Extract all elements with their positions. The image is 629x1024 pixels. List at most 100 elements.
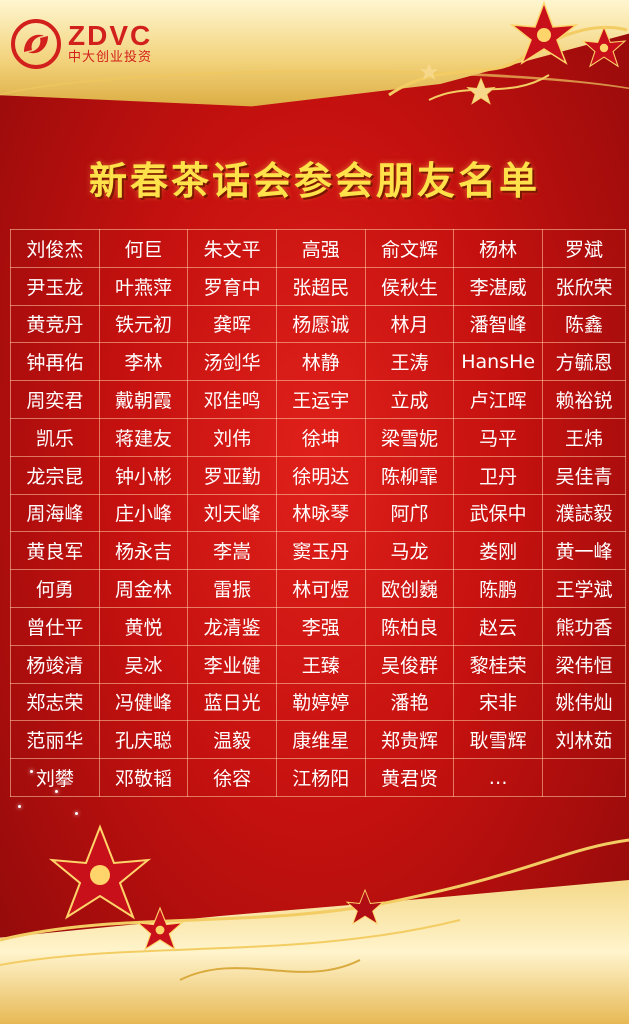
table-row: 刘俊杰 何巨 朱文平 高强 俞文辉 杨林 罗斌 (10, 229, 626, 268)
attendee-name-cell: 朱文平 (187, 229, 277, 268)
attendee-name-cell: 梁雪妮 (364, 417, 455, 457)
attendee-name-cell: … (453, 758, 543, 797)
attendee-name-cell: 龚晖 (187, 304, 277, 344)
attendee-name-cell: 陈柏良 (364, 606, 455, 646)
attendee-name-cell: 杨竣清 (10, 644, 100, 684)
attendee-name-cell: 黄君贤 (364, 758, 455, 797)
top-gold-swoosh (0, 70, 629, 143)
attendee-name-cell: 周海峰 (10, 493, 100, 533)
attendee-name-cell: 黄悦 (98, 606, 189, 646)
table-row: 何勇 周金林 雷振 林可煜 欧创巍 陈鹏 王学斌 (10, 569, 626, 608)
attendee-name-cell (542, 758, 626, 797)
attendee-name-cell: 龙清鉴 (187, 606, 277, 646)
attendee-name-cell: 林咏琴 (275, 493, 366, 533)
page-title: 新春茶话会参会朋友名单 (88, 159, 540, 203)
attendee-name-cell: 王运宇 (275, 380, 366, 419)
attendee-name-cell: 吴冰 (98, 644, 189, 684)
attendee-name-cell: 凯乐 (10, 417, 100, 457)
attendee-name-cell: 陈鹏 (453, 569, 543, 608)
attendee-name-cell: 卢江晖 (453, 380, 543, 419)
table-row: 尹玉龙 叶燕萍 罗育中 张超民 侯秋生 李湛威 张欣荣 (10, 266, 626, 306)
attendee-name-cell: 罗亚勤 (187, 455, 277, 495)
attendee-name-cell: 温毅 (187, 720, 277, 760)
attendee-name-cell: 徐明达 (275, 455, 366, 495)
attendee-name-cell: 勒婷婷 (275, 682, 366, 722)
attendee-name-cell: 刘天峰 (187, 493, 277, 533)
attendee-name-cell: 龙宗昆 (10, 455, 100, 495)
attendee-name-cell: 耿雪辉 (453, 720, 543, 760)
table-row: 刘攀 邓敬韬 徐容 江杨阳 黄君贤… (10, 758, 626, 797)
attendee-name-cell: 马平 (453, 417, 543, 457)
attendee-name-cell: 侯秋生 (364, 266, 455, 306)
attendee-name-cell: 刘伟 (187, 417, 277, 457)
attendee-name-cell: 黄竞丹 (10, 304, 100, 344)
attendee-name-cell: 梁伟恒 (542, 644, 626, 684)
attendee-name-cell: 林可煜 (275, 569, 366, 608)
attendee-name-cell: 徐坤 (275, 417, 366, 457)
attendee-name-cell: 林静 (275, 342, 366, 382)
attendee-name-cell: 王炜 (542, 417, 626, 457)
attendee-name-cell: 赵云 (453, 606, 543, 646)
attendee-name-cell: 濮誌毅 (542, 493, 626, 533)
attendee-name-cell: 铁元初 (98, 304, 189, 344)
attendee-name-cell: 武保中 (453, 493, 543, 533)
attendee-name-cell: 王涛 (364, 342, 455, 382)
logo-chinese: 中大创业投资 (68, 50, 153, 65)
attendee-name-cell: 庄小峰 (98, 493, 189, 533)
attendee-name-cell: 黎桂荣 (453, 644, 543, 684)
attendee-name-cell: 王臻 (275, 644, 366, 684)
attendee-name-cell: 张超民 (275, 266, 366, 306)
table-row: 曾仕平 黄悦 龙清鉴 李强 陈柏良 赵云 熊功香 (10, 606, 626, 646)
table-row: 黄良军 杨永吉 李嵩 窦玉丹 马龙 娄刚 黄一峰 (10, 531, 626, 571)
table-row: 黄竞丹 铁元初 龚晖 杨愿诚 林月 潘智峰 陈鑫 (10, 304, 626, 344)
attendee-name-cell: 姚伟灿 (542, 682, 626, 722)
table-row: 周奕君 戴朝霞 邓佳鸣 王运宇 立成 卢江晖 赖裕锐 (10, 380, 626, 419)
table-row: 杨竣清 吴冰 李业健 王臻 吴俊群 黎桂荣 梁伟恒 (10, 644, 626, 684)
attendee-name-cell: 陈柳霏 (364, 455, 455, 495)
flower-ornament-icon (0, 824, 629, 981)
attendee-name-cell: 吴佳青 (542, 455, 626, 495)
attendee-name-cell: 周奕君 (10, 380, 100, 419)
attendee-name-cell: 欧创巍 (364, 569, 455, 608)
attendee-name-cell: 徐容 (187, 758, 277, 797)
sparkle (18, 805, 21, 808)
logo-english: ZDVC (68, 20, 153, 51)
attendee-name-cell: 黄良军 (10, 531, 100, 571)
attendee-name-cell: 范丽华 (10, 720, 100, 760)
attendee-table-wrapper: 刘俊杰 何巨 朱文平 高强 俞文辉 杨林 罗斌 尹玉龙 叶燕萍 罗育中 张超民 侯秋生 李湛威 张欣荣 黄竞… (10, 229, 626, 797)
attendee-name-cell: 窦玉丹 (275, 531, 366, 571)
attendee-name-cell: 陈鑫 (542, 304, 626, 344)
table-row: 郑志荣 冯健峰 蓝日光 勒婷婷 潘艳 宋非 姚伟灿 (10, 682, 626, 722)
attendee-name-cell: 罗斌 (542, 229, 626, 268)
attendee-name-cell: 邓敬韬 (98, 758, 189, 797)
attendee-name-cell: 娄刚 (453, 531, 543, 571)
company-logo: ZDVC 中大创业投资 (10, 18, 152, 70)
attendee-name-cell: 阿邝 (364, 493, 455, 533)
attendee-name-cell: 俞文辉 (364, 229, 455, 268)
attendee-name-cell: 曾仕平 (10, 606, 100, 646)
attendee-name-cell: 李湛威 (453, 266, 543, 306)
attendee-table: 刘俊杰 何巨 朱文平 高强 俞文辉 杨林 罗斌 尹玉龙 叶燕萍 罗育中 张超民 侯秋生 李湛威 张欣荣 黄竞… (10, 229, 626, 797)
attendee-name-cell: 卫丹 (453, 455, 543, 495)
sparkle (30, 770, 33, 773)
attendee-name-cell: 吴俊群 (364, 644, 455, 684)
attendee-name-cell: 周金林 (98, 569, 189, 608)
attendee-name-cell: 郑志荣 (10, 682, 100, 722)
attendee-name-cell: 刘林茹 (542, 720, 626, 760)
sparkle (55, 790, 58, 793)
attendee-name-cell: 刘攀 (10, 758, 100, 797)
attendee-name-cell: 冯健峰 (98, 682, 189, 722)
attendee-name-cell: 林月 (364, 304, 455, 344)
table-row: 钟再佑 李林 汤剑华 林静 王涛 HansHe 方毓恩 (10, 342, 626, 382)
attendee-name-cell: 蒋建友 (98, 417, 189, 457)
attendee-name-cell: 何巨 (98, 229, 189, 268)
attendee-name-cell: 邓佳鸣 (187, 380, 277, 419)
attendee-name-cell: 高强 (275, 229, 366, 268)
attendee-name-cell: 潘艳 (364, 682, 455, 722)
sparkle (75, 812, 78, 815)
attendee-name-cell: 康维星 (275, 720, 366, 760)
attendee-name-cell: 刘俊杰 (10, 229, 100, 268)
zdvc-logo-icon (11, 19, 61, 69)
attendee-name-cell: 黄一峰 (542, 531, 626, 571)
attendee-name-cell: 李业健 (187, 644, 277, 684)
